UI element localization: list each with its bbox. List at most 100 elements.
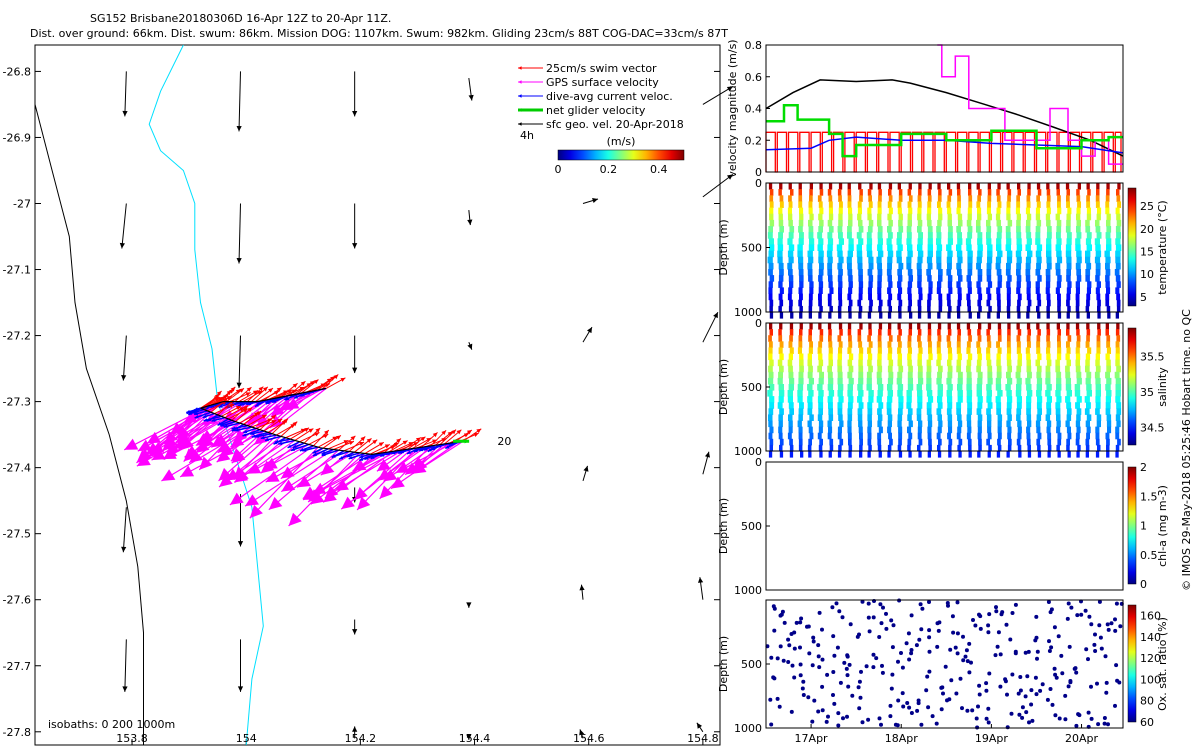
section-cell	[858, 219, 863, 227]
section-cell	[1036, 365, 1042, 373]
section-cell	[906, 256, 912, 264]
section-cell	[1007, 365, 1012, 373]
section-cell	[1007, 377, 1013, 385]
section-cell	[818, 299, 822, 307]
section-cell	[936, 359, 941, 367]
oxygen-sample-point	[1059, 653, 1064, 658]
section-cell	[1065, 377, 1071, 385]
section-cell	[1016, 377, 1022, 385]
section-cell	[947, 420, 953, 428]
oxygen-sample-point	[973, 623, 978, 628]
geo-velocity-arrow	[696, 722, 704, 733]
section-cell	[1095, 262, 1101, 270]
dive-avg-current-arrow-head	[278, 441, 283, 446]
legend-arrow	[518, 122, 543, 126]
geo-velocity-arrow-head	[467, 343, 473, 350]
oxygen-sample-point	[832, 701, 837, 706]
section-cell	[996, 359, 1001, 367]
oxygen-sample-point	[874, 656, 879, 661]
section-cell	[1066, 438, 1070, 446]
section-cell	[987, 281, 993, 288]
section-cell	[769, 299, 774, 307]
oxygen-sample-point	[857, 679, 862, 684]
section-cell	[847, 402, 853, 409]
swim-vector-arrow-head	[384, 444, 390, 449]
section-cell	[1027, 183, 1031, 190]
oxygen-sample-point	[918, 602, 923, 607]
section-cell	[847, 293, 852, 301]
dive-avg-current-arrow-head	[256, 401, 261, 405]
section-cell	[797, 420, 802, 428]
section-cell	[938, 420, 943, 428]
oxygen-sample-point	[986, 706, 991, 711]
section-cell	[918, 293, 923, 301]
section-cell	[916, 408, 922, 415]
geo-velocity-arrow-head	[119, 242, 125, 249]
section-cell	[869, 183, 873, 190]
dive-avg-current-arrow	[302, 446, 319, 452]
section-cell	[808, 275, 813, 282]
oxygen-sample-point	[978, 626, 983, 631]
section-cell	[896, 377, 902, 385]
dive-avg-current-arrow-head	[300, 393, 305, 397]
section-cell	[856, 250, 863, 258]
section-cell	[1007, 323, 1011, 330]
section-cell	[927, 305, 931, 313]
oxygen-sample-point	[1049, 645, 1054, 650]
section-cell	[1036, 293, 1041, 301]
oxygen-sample-point	[1099, 646, 1104, 651]
section-cell	[866, 377, 872, 385]
section-cell	[788, 287, 793, 294]
geo-velocity-arrow-head	[236, 125, 242, 132]
geo-velocity-arrow-head	[698, 577, 704, 583]
gps-surface-velocity-arrow-head	[412, 461, 427, 474]
section-cell	[1095, 244, 1101, 251]
swim-vector-arrow-head	[466, 430, 472, 435]
section-cell	[956, 183, 961, 190]
section-cell	[1036, 335, 1041, 342]
section-cell	[927, 207, 932, 215]
section-cell	[906, 226, 912, 233]
section-cell	[768, 365, 773, 373]
gps-surface-velocity-arrow	[244, 449, 334, 507]
section-cell	[848, 219, 853, 227]
section-cell	[896, 238, 902, 245]
section-cell	[1025, 256, 1032, 264]
swim-vector-arrow-head	[359, 441, 365, 446]
oxygen-sample-point	[1074, 670, 1079, 675]
oxygen-sample-point	[906, 631, 911, 636]
section-cell	[996, 353, 1001, 361]
section-cell	[1036, 384, 1042, 391]
oxygen-sample-point	[987, 671, 992, 676]
section-cell	[1086, 371, 1092, 379]
section-cell	[1095, 390, 1101, 397]
section-cell	[877, 438, 882, 446]
dive-avg-current-arrow-head	[234, 428, 239, 432]
gps-surface-velocity-arrow-shaft	[162, 421, 236, 460]
swim-vector-arrow	[313, 429, 330, 447]
section-cell	[1046, 323, 1050, 330]
section-cell	[1065, 183, 1070, 190]
section-cell	[987, 371, 993, 379]
section-cell	[1017, 329, 1022, 336]
section-cell	[947, 414, 953, 421]
section-cell	[1007, 195, 1011, 202]
gps-surface-velocity-arrow	[179, 430, 265, 478]
section-cell	[829, 438, 834, 446]
section-cell	[1094, 238, 1100, 245]
oxygen-sample-point	[1048, 610, 1053, 615]
section-cell	[1056, 377, 1062, 385]
section-cell	[976, 390, 982, 397]
section-cell	[798, 226, 803, 233]
section-cell	[1097, 329, 1101, 336]
section-cell	[997, 420, 1002, 428]
swim-vector-arrow-head	[420, 436, 426, 442]
section-cell	[859, 444, 863, 452]
section-cell	[797, 384, 804, 391]
section-cell	[1105, 432, 1110, 440]
oxygen-sample-point	[995, 644, 1000, 649]
oxygen-sample-point	[998, 684, 1003, 689]
section-cell	[877, 390, 883, 397]
section-cell	[858, 293, 863, 301]
oxygen-sample-point	[1097, 623, 1102, 628]
